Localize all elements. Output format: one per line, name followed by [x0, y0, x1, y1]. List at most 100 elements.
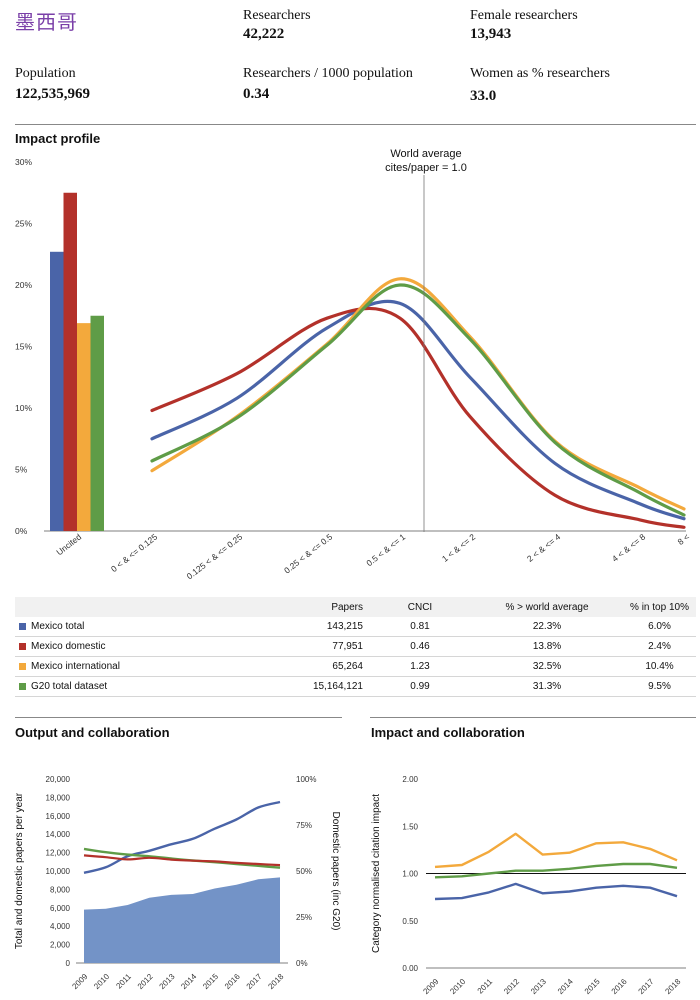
- y-axis-label: Category normalised citation impact: [371, 794, 382, 953]
- x-tick-label: 2010: [448, 977, 467, 996]
- x-tick-label: 2012: [136, 972, 155, 991]
- population-label: Population: [15, 66, 76, 81]
- y-tick-label: 8,000: [50, 885, 71, 894]
- output-divider: [15, 717, 342, 718]
- women-percent-label: Women as % researchers: [470, 66, 610, 81]
- population-value: 122,535,969: [15, 86, 90, 102]
- table-row: Mexico total 143,215 0.81 22.3% 6.0%: [15, 617, 696, 637]
- table-row: G20 total dataset 15,164,121 0.99 31.3% …: [15, 676, 696, 697]
- y-tick-label: 0.50: [402, 917, 418, 926]
- y2-tick-label: 25%: [296, 913, 312, 922]
- cnci-cell: 0.81: [369, 617, 471, 637]
- x-tick-label: 2013: [529, 977, 548, 996]
- country-name: 墨西哥: [15, 10, 78, 34]
- y-tick-label: 18,000: [46, 793, 71, 802]
- x-tick-label: 8 <: [676, 532, 692, 547]
- papers-cell: 143,215: [277, 617, 369, 637]
- x-tick-label: 2015: [201, 972, 220, 991]
- x-tick-label: 2017: [637, 977, 656, 996]
- above-world-cell: 31.3%: [471, 676, 623, 697]
- x-tick-label: 2015: [583, 977, 602, 996]
- y2-tick-label: 75%: [296, 821, 312, 830]
- series-name: Mexico total: [31, 621, 85, 632]
- impact-collaboration-chart: 0.00 0.50 1.00 1.50 2.00 2009 2010 2011 2012 2013…: [371, 775, 686, 996]
- cnci-cell: 1.23: [369, 656, 471, 677]
- y-tick-label: 0: [66, 959, 71, 968]
- line-g20-total-dataset: [434, 862, 678, 879]
- impact-profile-lines: [150, 277, 686, 529]
- x-tick-label: 2014: [179, 972, 198, 991]
- above-world-cell: 13.8%: [471, 636, 623, 657]
- x-tick-label: 2014: [556, 977, 575, 996]
- summary-table-header: Papers CNCI % > world average % in top 1…: [15, 597, 696, 617]
- x-tick-label: 0.5 < & <= 1: [364, 532, 407, 569]
- bar-uncited-mexico-international: [77, 323, 91, 531]
- top10-cell: 6.0%: [623, 617, 696, 637]
- top10-cell: 9.5%: [623, 676, 696, 697]
- x-tick-label: 2013: [158, 972, 177, 991]
- header-cell: Papers: [277, 597, 369, 617]
- impact-profile-title: Impact profile: [15, 131, 101, 146]
- y-tick-label: 2,000: [50, 941, 71, 950]
- x-tick-label: 2011: [114, 972, 133, 991]
- line-mexico-domestic-share: [83, 854, 281, 867]
- impact-axes: 0.00 0.50 1.00 1.50 2.00 2009 2010 2011 2012 2013…: [371, 775, 686, 996]
- y-tick-label: 25%: [15, 219, 32, 229]
- y-tick-label: 30%: [15, 157, 32, 167]
- x-tick-label: 2012: [502, 977, 521, 996]
- y-tick-label: 16,000: [46, 812, 71, 821]
- y-tick-label: 20,000: [46, 775, 71, 784]
- y-tick-label: 2.00: [402, 775, 418, 784]
- y-axis-label: Total and domestic papers per year: [14, 792, 25, 949]
- series-name: G20 total dataset: [31, 681, 108, 692]
- impact-divider: [370, 717, 696, 718]
- world-average-annotation: World average: [390, 148, 461, 160]
- header-divider: [15, 124, 696, 125]
- x-tick-label: Uncited: [54, 532, 83, 558]
- y-tick-label: 0%: [15, 526, 28, 536]
- impact-profile-axis: 0% 5% 10% 15% 20% 25% 30%: [15, 157, 686, 536]
- x-tick-label: 1 < & <= 2: [440, 532, 477, 564]
- y-tick-label: 1.50: [402, 822, 418, 831]
- researchers-per-1000-label: Researchers / 1000 population: [243, 66, 413, 81]
- cnci-cell: 0.99: [369, 676, 471, 697]
- y-tick-label: 6,000: [50, 904, 71, 913]
- x-tick-label: 2 < & <= 4: [525, 532, 562, 564]
- header-cell: [15, 597, 277, 617]
- line-total-papers: [83, 800, 281, 874]
- y-tick-label: 0.00: [402, 964, 418, 973]
- impact-chart-title: Impact and collaboration: [371, 725, 525, 740]
- x-tick-label: 2018: [663, 977, 682, 996]
- impact-profile-x-labels: Uncited 0 < & <= 0.125 0.125 < & <= 0.25 0.…: [54, 532, 691, 582]
- impact-profile-chart: 0% 5% 10% 15% 20% 25% 30% World average cites/…: [15, 148, 691, 582]
- above-world-cell: 22.3%: [471, 617, 623, 637]
- y2-axis-label: Domestic papers (inc G20): [330, 812, 341, 931]
- y-tick-label: 10,000: [46, 867, 71, 876]
- papers-cell: 15,164,121: [277, 676, 369, 697]
- y-tick-label: 10%: [15, 403, 32, 413]
- x-tick-label: 2010: [92, 972, 111, 991]
- y-tick-label: 5%: [15, 465, 28, 475]
- table-row: Mexico domestic 77,951 0.46 13.8% 2.4%: [15, 636, 696, 657]
- x-tick-label: 2009: [70, 972, 89, 991]
- x-tick-label: 2018: [266, 972, 285, 991]
- impact-marks: [434, 832, 678, 901]
- x-tick-label: 2016: [610, 977, 629, 996]
- x-tick-label: 0.25 < & <= 0.5: [282, 532, 334, 576]
- above-world-cell: 32.5%: [471, 656, 623, 677]
- bar-uncited-mexico-domestic: [63, 192, 77, 531]
- world-average-annotation-sub: cites/paper = 1.0: [385, 162, 467, 174]
- series-swatch: [19, 622, 26, 630]
- header-cell: CNCI: [369, 597, 471, 617]
- x-tick-label: 2011: [476, 977, 495, 996]
- table-row: Mexico international 65,264 1.23 32.5% 1…: [15, 656, 696, 677]
- line-mexico-total: [150, 299, 686, 521]
- y-tick-label: 14,000: [46, 830, 71, 839]
- header-cell: % > world average: [471, 597, 623, 617]
- x-tick-label: 0 < & <= 0.125: [109, 532, 160, 575]
- area-domestic-papers: [84, 877, 280, 963]
- series-swatch: [19, 662, 26, 670]
- output-collaboration-chart: 0 2,000 4,000 6,000 8,000 10,000 12,000 14,000 1…: [14, 775, 341, 991]
- cnci-cell: 0.46: [369, 636, 471, 657]
- x-tick-label: 0.125 < & <= 0.25: [185, 532, 245, 582]
